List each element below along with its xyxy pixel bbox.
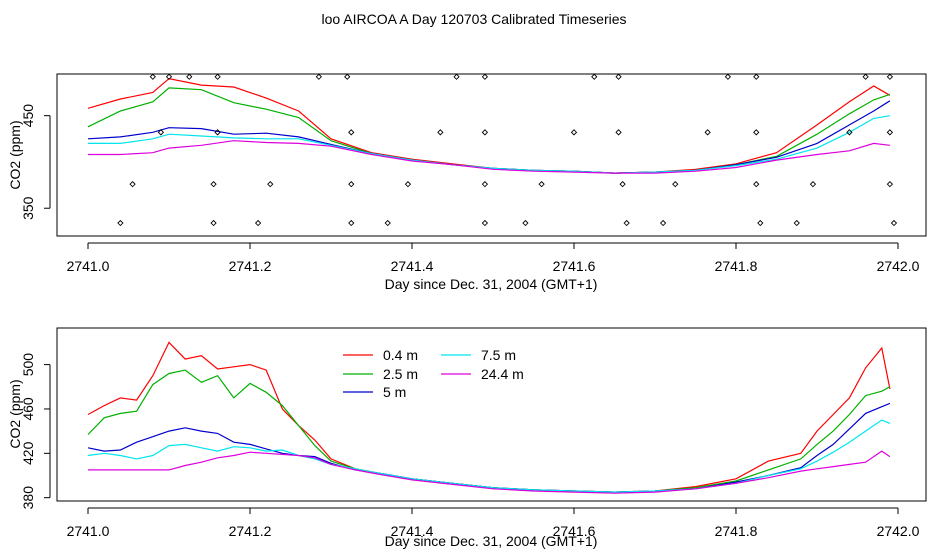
y-tick-label: 350 [20, 196, 36, 220]
bottom-plot-frame [56, 327, 927, 502]
top-y-axis: 350 450 [20, 104, 51, 220]
point-mark [570, 129, 578, 136]
series-line-24-4-mm [88, 450, 891, 494]
point-mark [348, 129, 355, 136]
point-mark [591, 73, 598, 80]
point-mark [129, 181, 136, 188]
bottom-chart: 2741.0 2741.2 2741.4 2741.6 2741.8 2742.0 380… [7, 327, 927, 549]
x-tick-label: 2741.8 [715, 523, 758, 539]
top-point-marks [117, 73, 898, 227]
series-line-5-mm [87, 402, 891, 493]
x-tick-label: 2741.4 [391, 258, 434, 274]
point-mark [149, 73, 156, 80]
bottom-x-axis: 2741.0 2741.2 2741.4 2741.6 2741.8 2742.0 [67, 507, 920, 539]
x-tick-label: 2741.4 [391, 523, 434, 539]
series-line-7-5-mm [87, 419, 891, 493]
y-tick-label: 500 [20, 353, 36, 377]
top-y-axis-label: CO2 (ppm) [7, 120, 23, 189]
point-mark [659, 219, 667, 227]
point-mark [623, 219, 630, 227]
point-mark [724, 73, 732, 80]
point-mark [538, 181, 545, 188]
top-x-axis: 2741.0 2741.2 2741.4 2741.6 2741.8 2742.0 [67, 242, 920, 274]
legend-label: 2.5 m [383, 366, 418, 382]
point-mark [210, 219, 217, 227]
top-plot-frame [56, 73, 927, 237]
top-x-axis-label: Day since Dec. 31, 2004 (GMT+1) [385, 276, 598, 292]
x-tick-label: 2742.0 [877, 523, 920, 539]
point-mark [704, 129, 711, 136]
point-mark [672, 181, 679, 188]
point-mark [753, 129, 760, 136]
point-mark [890, 219, 898, 227]
point-mark [809, 181, 817, 188]
point-mark [615, 73, 622, 80]
point-mark [437, 129, 444, 136]
x-tick-label: 2741.2 [229, 258, 272, 274]
legend-label: 7.5 m [481, 347, 516, 363]
bottom-x-axis-label: Day since Dec. 31, 2004 (GMT+1) [385, 533, 598, 549]
point-mark [214, 129, 221, 136]
y-tick-label: 380 [20, 486, 36, 510]
series-line-24-4-mm [88, 140, 890, 174]
x-tick-label: 2741.8 [715, 258, 758, 274]
point-mark [157, 129, 165, 136]
top-chart: 2741.0 2741.2 2741.4 2741.6 2741.8 2742.0 350… [7, 73, 927, 292]
legend: 0.4 m 2.5 m 5 m 7.5 m 24.4 m [343, 347, 524, 400]
x-tick-label: 2741.6 [553, 258, 596, 274]
y-tick-label: 460 [20, 397, 36, 421]
point-mark [254, 219, 262, 227]
point-mark [210, 181, 217, 188]
point-mark [481, 129, 489, 136]
point-mark [315, 73, 322, 80]
point-mark [481, 73, 489, 80]
bottom-y-axis-label: CO2 (ppm) [7, 379, 23, 448]
point-mark [348, 181, 355, 188]
point-mark [862, 73, 869, 80]
point-mark [344, 73, 351, 80]
point-mark [757, 219, 764, 227]
point-mark [846, 129, 853, 136]
legend-label: 5 m [383, 384, 406, 400]
point-mark [886, 181, 894, 188]
point-mark [453, 73, 460, 80]
point-mark [615, 129, 622, 136]
top-series-lines [87, 77, 891, 174]
point-mark [117, 219, 124, 227]
x-tick-label: 2741.0 [67, 523, 110, 539]
point-mark [886, 129, 894, 136]
page-title: loo AIRCOA A Day 120703 Calibrated Times… [321, 11, 626, 27]
point-mark [522, 219, 529, 227]
bottom-series-lines [87, 341, 891, 494]
point-mark [619, 181, 626, 188]
point-mark [165, 73, 173, 80]
point-mark [186, 73, 193, 80]
point-mark [384, 219, 391, 227]
legend-label: 24.4 m [481, 366, 524, 382]
point-mark [404, 181, 412, 188]
point-mark [753, 73, 760, 80]
point-mark [793, 219, 800, 227]
point-mark [481, 219, 489, 227]
point-mark [886, 73, 894, 80]
bottom-y-axis: 380 420 460 500 [20, 353, 51, 510]
point-mark [267, 181, 274, 188]
series-line-2-5-mm [87, 369, 891, 493]
y-tick-label: 450 [20, 104, 36, 128]
point-mark [753, 181, 760, 188]
x-tick-label: 2741.0 [67, 258, 110, 274]
point-mark [348, 219, 355, 227]
legend-label: 0.4 m [383, 347, 418, 363]
point-mark [481, 181, 489, 188]
x-tick-label: 2741.6 [553, 523, 596, 539]
y-tick-label: 420 [20, 441, 36, 465]
x-tick-label: 2741.2 [229, 523, 272, 539]
point-mark [214, 73, 221, 80]
x-tick-label: 2742.0 [877, 258, 920, 274]
